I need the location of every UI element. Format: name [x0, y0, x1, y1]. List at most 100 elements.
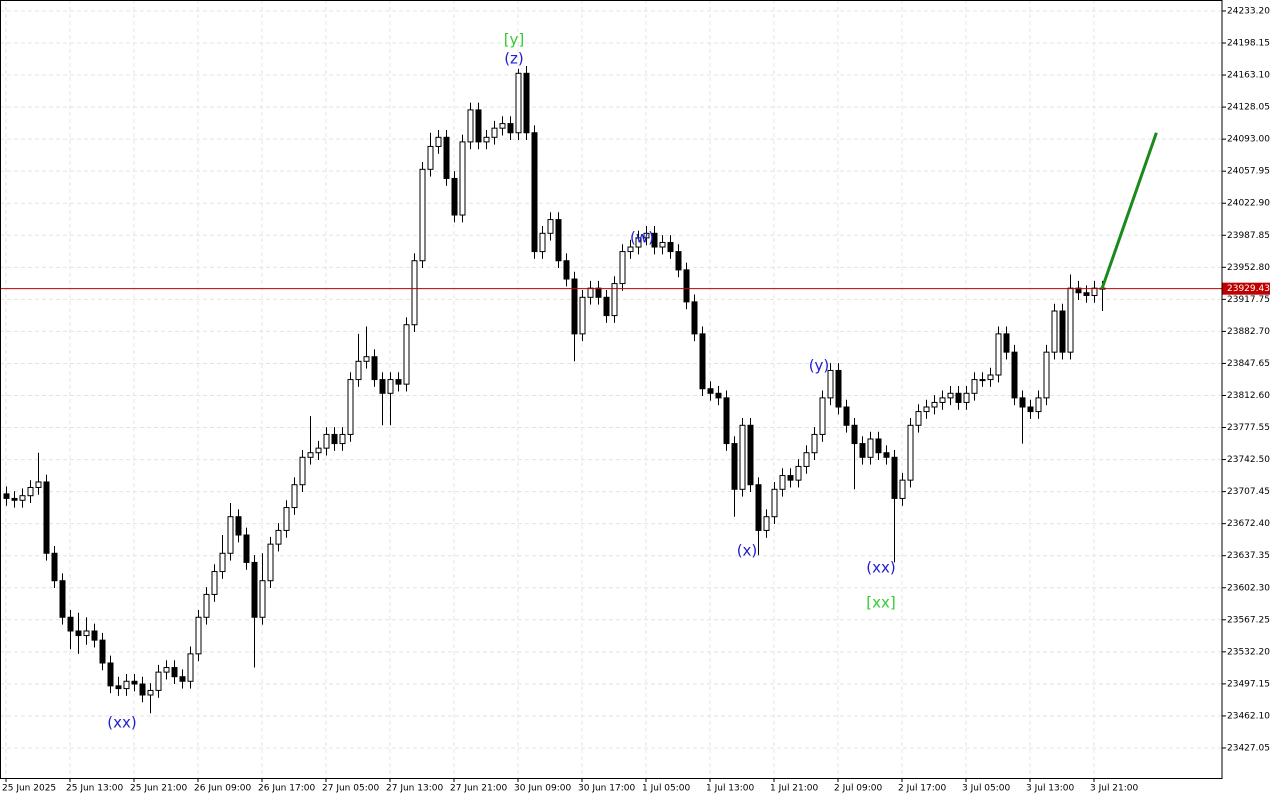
x-tick-label: 2 Jul 09:00 — [834, 784, 883, 794]
candle-body — [1083, 292, 1090, 296]
candle-body — [19, 495, 26, 501]
candle-body — [747, 424, 754, 486]
candle-body — [843, 406, 850, 426]
candle-body — [1027, 406, 1034, 413]
candle-body — [587, 287, 594, 298]
candle-body — [851, 424, 858, 445]
x-tick-label: 3 Jul 21:00 — [1090, 784, 1139, 794]
candle-body — [1051, 310, 1058, 353]
x-tick-label: 27 Jun 21:00 — [450, 784, 507, 794]
x-tick-label: 1 Jul 21:00 — [770, 784, 819, 794]
candle-body — [515, 72, 522, 134]
y-tick-label: 23497.15 — [1227, 679, 1270, 689]
candle-body — [3, 493, 10, 499]
candle-body — [947, 392, 954, 399]
candle-body — [467, 109, 474, 143]
candle-body — [931, 401, 938, 408]
candle-body — [331, 433, 338, 445]
candle-body — [355, 360, 362, 381]
candle-body — [227, 516, 234, 554]
y-tick-label: 23567.25 — [1227, 615, 1270, 625]
candle-body — [459, 141, 466, 216]
x-tick-label: 27 Jun 05:00 — [322, 784, 379, 794]
candle-body — [1059, 310, 1066, 353]
candle-body — [67, 616, 74, 632]
y-tick-label: 23637.35 — [1227, 551, 1270, 561]
candle-body — [347, 379, 354, 435]
y-tick-label: 23847.65 — [1227, 359, 1270, 369]
x-tick-label: 1 Jul 05:00 — [642, 784, 691, 794]
x-tick-label: 26 Jun 09:00 — [194, 784, 251, 794]
y-tick-label: 23882.70 — [1227, 327, 1270, 337]
candle-body — [147, 689, 154, 696]
candle-body — [291, 484, 298, 509]
y-tick-label: 23672.40 — [1227, 519, 1270, 529]
candle-body — [195, 616, 202, 655]
wave-label: (x) — [737, 542, 758, 560]
y-tick-label: 24057.95 — [1227, 167, 1270, 177]
candle-body — [59, 580, 66, 618]
candle-body — [299, 456, 306, 486]
candle-body — [803, 452, 810, 467]
candle-body — [1003, 333, 1010, 353]
y-tick-label: 23742.50 — [1227, 455, 1270, 465]
candle-body — [611, 283, 618, 317]
candle-body — [83, 630, 90, 637]
candle-body — [915, 411, 922, 426]
candle-body — [627, 246, 634, 253]
candle-body — [571, 278, 578, 335]
x-tick-label: 1 Jul 13:00 — [706, 784, 755, 794]
candle-body — [739, 424, 746, 490]
y-tick-label: 23462.10 — [1227, 711, 1270, 721]
candle-body — [499, 123, 506, 129]
candle-body — [787, 475, 794, 481]
candle-body — [891, 456, 898, 499]
candle-body — [603, 296, 610, 317]
candle-body — [203, 593, 210, 618]
candle-body — [731, 443, 738, 490]
candle-body — [547, 219, 554, 234]
candle-body — [819, 397, 826, 435]
candle-body — [859, 443, 866, 458]
candle-body — [171, 667, 178, 678]
candle-body — [211, 571, 218, 595]
candle-body — [35, 481, 42, 488]
candle-body — [179, 676, 186, 682]
candle-body — [659, 241, 666, 248]
grid — [0, 0, 1222, 778]
y-tick-label: 24198.15 — [1227, 39, 1270, 49]
y-tick-label: 24093.00 — [1227, 135, 1270, 145]
candle-body — [723, 397, 730, 445]
candle-body — [403, 324, 410, 385]
y-tick-label: 23777.55 — [1227, 423, 1270, 433]
candle-body — [795, 465, 802, 481]
candle-body — [115, 685, 122, 690]
axes: 24233.20 24198.15 24163.10 24128.05 24093.00… — [2, 6, 1270, 793]
candle-body — [123, 680, 130, 690]
candle-body — [643, 232, 650, 239]
candle-body — [763, 516, 770, 531]
candle-body — [131, 680, 138, 685]
candle-body — [267, 543, 274, 582]
candle-body — [971, 379, 978, 394]
candle-body — [1035, 397, 1042, 413]
candle-body — [883, 452, 890, 458]
candle-body — [139, 683, 146, 696]
candle-body — [243, 534, 250, 563]
candle-body — [835, 369, 842, 408]
candle-body — [1067, 287, 1074, 353]
wave-label: (xx) — [866, 559, 895, 577]
candle-body — [43, 481, 50, 554]
wave-label: (z) — [504, 50, 524, 68]
y-tick-label: 23987.85 — [1227, 231, 1270, 241]
candle-body — [27, 486, 34, 497]
x-tick-label: 3 Jul 05:00 — [962, 784, 1011, 794]
y-tick-label: 23707.45 — [1227, 487, 1270, 497]
candle-body — [595, 287, 602, 298]
wave-label: (w) — [630, 229, 654, 247]
candle-body — [283, 507, 290, 531]
candle-body — [99, 639, 106, 664]
candle-body — [91, 630, 98, 641]
y-tick-label: 23917.75 — [1227, 295, 1270, 305]
